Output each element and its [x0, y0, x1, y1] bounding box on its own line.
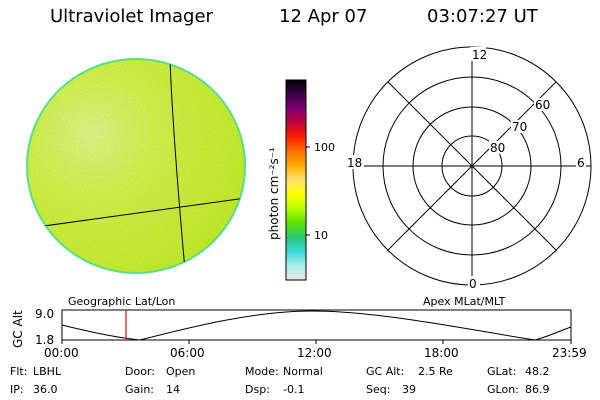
filter-label: Flt: [10, 365, 28, 378]
time-label: 03:07:27 UT [427, 6, 538, 27]
dsp-value: -0.1 [283, 383, 305, 396]
polar-label-bg-12 [470, 47, 486, 61]
colorbar-scale [285, 79, 307, 281]
dsp-label: Dsp: [245, 383, 270, 396]
colorbar: 100 10 photon cm⁻²s⁻¹ [267, 79, 335, 281]
mode-label: Mode: [245, 365, 279, 378]
filter-value: LBHL [33, 365, 62, 378]
polar-lat-70: 70 [512, 120, 527, 134]
polar-label-bg-6 [576, 155, 586, 169]
polar-mlt-18: 18 [347, 156, 362, 170]
glat-label: GLat: [487, 365, 517, 378]
seq-value: 39 [402, 383, 416, 396]
polar-mlt-6: 6 [577, 156, 585, 170]
altitude-plot-frame [61, 309, 572, 341]
polar-projection-label: Apex MLat/MLT [423, 295, 506, 308]
date-label: 12 Apr 07 [279, 6, 368, 27]
altitude-curve [61, 310, 572, 341]
gcalt-label: GC Alt: [366, 365, 405, 378]
parallel-line [27, 197, 245, 230]
polar-label-bg-80 [489, 141, 507, 154]
altitude-plot: 9.0 1.8 GC Alt 00:00 06:00 12:00 18:00 2… [11, 307, 587, 360]
polar-mlt-12: 12 [472, 48, 487, 62]
polar-mlt-0: 0 [469, 277, 477, 291]
polar-label-bg-60 [534, 98, 552, 111]
altitude-y-max: 9.0 [35, 307, 54, 321]
altitude-x-tick-1: 06:00 [170, 346, 205, 360]
polar-label-bg-18 [346, 155, 364, 169]
colorbar-label-10: 10 [314, 229, 328, 242]
gain-value: 14 [166, 383, 180, 396]
gcalt-value: 2.5 Re [418, 365, 453, 378]
colorbar-label-100: 100 [314, 141, 335, 154]
seq-label: Seq: [366, 383, 391, 396]
globe-projection-label: Geographic Lat/Lon [68, 295, 175, 308]
polar-lat-80: 80 [490, 141, 505, 155]
altitude-x-tick-3: 18:00 [424, 346, 459, 360]
mode-value: Normal [283, 365, 323, 378]
glon-label: GLon: [487, 383, 519, 396]
meridian-line [169, 59, 186, 271]
door-label: Door: [125, 365, 155, 378]
globe-edge [26, 58, 246, 274]
polar-diagonal-2 [387, 81, 557, 251]
door-value: Open [166, 365, 196, 378]
ip-label: IP: [10, 383, 24, 396]
app-title: Ultraviolet Imager [50, 6, 213, 27]
glon-value: 86.9 [525, 383, 550, 396]
polar-lat-60: 60 [535, 98, 550, 112]
altitude-x-tick-4: 23:59 [552, 346, 587, 360]
altitude-y-min: 1.8 [35, 333, 54, 347]
glat-value: 48.2 [525, 365, 550, 378]
altitude-x-tick-0: 00:00 [44, 346, 79, 360]
ip-value: 36.0 [33, 383, 58, 396]
polar-label-bg-0 [468, 276, 480, 290]
altitude-x-tick-2: 12:00 [297, 346, 332, 360]
gain-label: Gain: [125, 383, 154, 396]
polar-plot [352, 46, 592, 286]
globe-texture [27, 59, 245, 273]
uv-globe-image [26, 58, 246, 274]
altitude-axis-label: GC Alt [11, 310, 25, 348]
polar-label-bg-70 [511, 120, 529, 133]
colorbar-unit-label: photon cm⁻²s⁻¹ [267, 147, 281, 240]
